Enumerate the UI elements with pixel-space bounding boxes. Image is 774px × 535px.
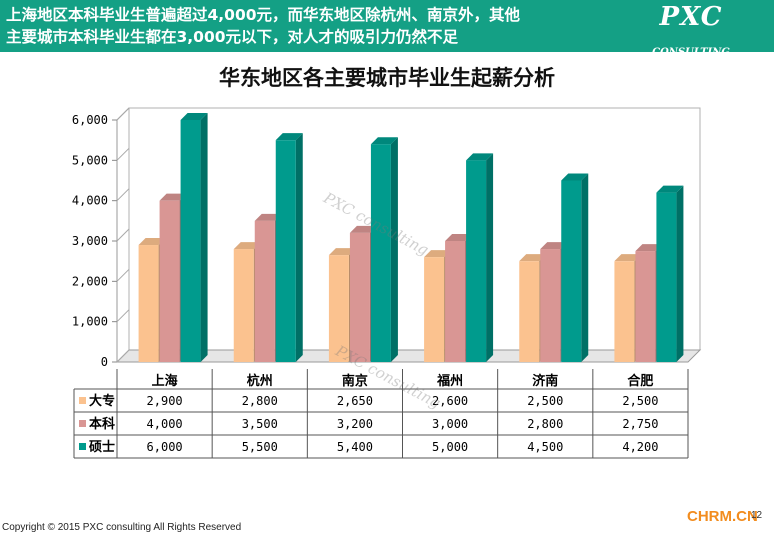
logo-subtitle: 众达朴信	[658, 67, 723, 82]
y-tick-label: 4,000	[72, 194, 108, 208]
bar-top	[328, 248, 356, 256]
bar-硕士-福州	[466, 160, 487, 362]
bar-top	[656, 185, 684, 193]
back-wall	[128, 107, 701, 351]
y-tick-diagonal	[116, 268, 130, 282]
bar-硕士-济南	[561, 180, 582, 362]
category-label: 合肥	[627, 373, 653, 389]
table-value: 3,200	[337, 417, 373, 431]
bar-大专-杭州	[233, 249, 254, 362]
y-tick-label: 5,000	[72, 153, 108, 167]
table-value: 2,500	[527, 394, 563, 408]
bar-top	[466, 153, 494, 161]
table-value: 4,500	[527, 440, 563, 454]
bar-top	[635, 244, 663, 252]
y-tick-diagonal	[116, 147, 130, 161]
y-tick-diagonal	[116, 309, 130, 323]
table-value: 2,900	[147, 394, 183, 408]
y-tick-label: 3,000	[72, 234, 108, 248]
bar-大专-上海	[138, 245, 159, 362]
bar-side	[676, 185, 684, 362]
bar-top	[540, 242, 568, 250]
y-tick-diagonal	[116, 107, 130, 121]
legend-label: 大专	[89, 393, 115, 409]
bar-top	[370, 137, 398, 145]
bar-大专-南京	[328, 255, 349, 362]
y-tick-label: 6,000	[72, 113, 108, 127]
table-value: 6,000	[147, 440, 183, 454]
bar-top	[349, 225, 377, 233]
legend-swatch	[79, 443, 86, 450]
y-tick-label: 0	[101, 355, 108, 369]
legend-swatch	[79, 397, 86, 404]
category-label: 福州	[436, 373, 463, 389]
bar-top	[424, 250, 452, 258]
table-value: 2,800	[242, 394, 278, 408]
bar-top	[138, 238, 166, 246]
y-tick-diagonal	[116, 228, 130, 242]
bar-本科-福州	[445, 241, 466, 362]
bar-大专-福州	[424, 257, 445, 362]
bar-top	[159, 193, 187, 201]
logo-small-text: CONSULTING	[652, 47, 730, 58]
category-label: 上海	[152, 373, 178, 389]
table-value: 2,800	[527, 417, 563, 431]
table-value: 5,400	[337, 440, 373, 454]
table-value: 2,600	[432, 394, 468, 408]
table-value: 4,000	[147, 417, 183, 431]
table-value: 5,500	[242, 440, 278, 454]
bar-top	[561, 173, 589, 181]
bar-本科-合肥	[635, 251, 656, 362]
page-number: 12	[751, 510, 763, 521]
y-tick-label: 2,000	[72, 274, 108, 288]
bar-硕士-南京	[370, 144, 391, 362]
bar-本科-济南	[540, 249, 561, 362]
bar-大专-合肥	[614, 261, 635, 362]
bar-硕士-杭州	[275, 140, 296, 362]
header-banner: 上海地区本科毕业生普遍超过4,000元，而华东地区除杭州、南京外，其他 主要城市…	[0, 0, 774, 82]
bar-本科-杭州	[254, 220, 275, 362]
headline-text: 上海地区本科毕业生普遍超过4,000元，而华东地区除杭州、南京外，其他 主要城市…	[6, 6, 521, 46]
table-value: 2,650	[337, 394, 373, 408]
category-label: 杭州	[247, 373, 273, 389]
bar-side	[486, 153, 494, 362]
bar-硕士-上海	[180, 120, 201, 362]
category-label: 济南	[532, 373, 558, 389]
chart-title: 华东地区各主要城市毕业生起薪分析	[219, 66, 555, 90]
table-value: 2,750	[622, 417, 658, 431]
category-label: 南京	[342, 373, 368, 389]
y-tick-diagonal	[116, 188, 130, 202]
pxc-logo: PXC CONSULTING 众达朴信	[616, 2, 766, 82]
legend-label: 本科	[89, 416, 115, 432]
legend-swatch	[79, 420, 86, 427]
y-tick-diagonal	[116, 349, 130, 363]
bar-top	[180, 113, 208, 120]
bar-side	[200, 113, 208, 362]
source-logo: CHRM.CN	[687, 508, 758, 525]
table-value: 3,000	[432, 417, 468, 431]
logo-text: PXC CONSULTING	[652, 2, 730, 58]
bar-top	[519, 254, 547, 262]
bar-本科-上海	[159, 200, 180, 362]
bar-硕士-合肥	[656, 192, 677, 362]
bar-top	[254, 213, 282, 221]
legend-label: 硕士	[89, 439, 115, 455]
y-tick-label: 1,000	[72, 315, 108, 329]
table-value: 3,500	[242, 417, 278, 431]
bar-side	[390, 137, 398, 362]
bar-本科-南京	[349, 232, 370, 362]
bar-top	[233, 242, 261, 250]
table-value: 2,500	[622, 394, 658, 408]
bar-top	[445, 234, 473, 241]
bar-side	[295, 133, 303, 362]
bar-大专-济南	[519, 261, 540, 362]
table-value: 4,200	[622, 440, 658, 454]
bar-top	[275, 133, 303, 141]
table-value: 5,000	[432, 440, 468, 454]
bar-side	[581, 173, 589, 362]
copyright-text: Copyright © 2015 PXC consulting All Righ…	[2, 522, 242, 533]
bar-top	[614, 254, 642, 262]
